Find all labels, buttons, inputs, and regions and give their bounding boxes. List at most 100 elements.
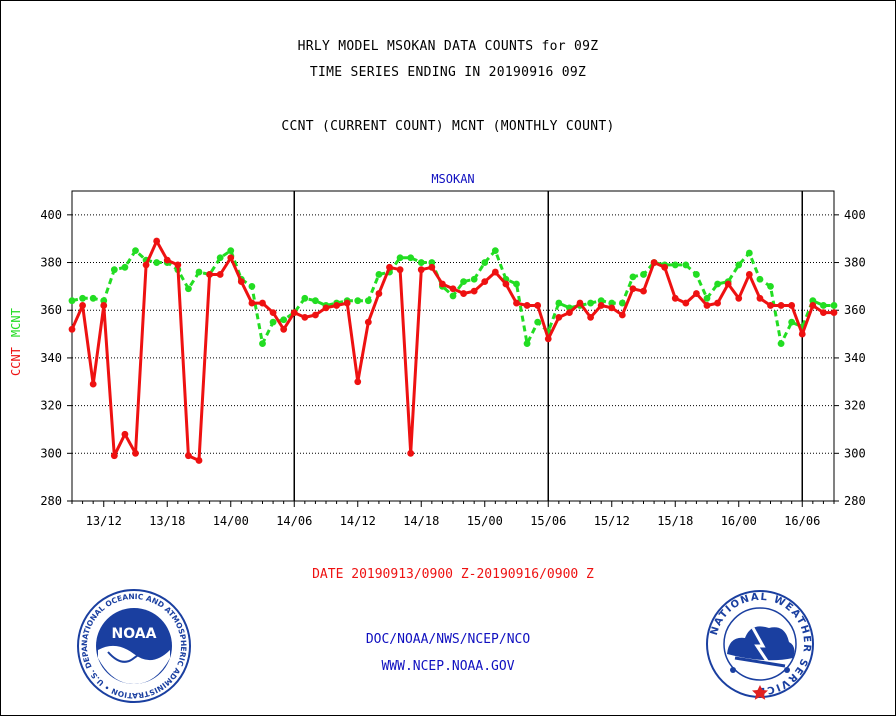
data-point-ccnt bbox=[132, 449, 139, 457]
data-point-ccnt bbox=[110, 452, 118, 460]
data-point-ccnt bbox=[491, 268, 499, 276]
y-axis-label: CCNT MCNT bbox=[9, 308, 23, 376]
data-point-ccnt bbox=[322, 304, 330, 312]
data-point-ccnt bbox=[439, 280, 446, 288]
data-point-mcnt bbox=[248, 282, 256, 290]
data-point-mcnt bbox=[132, 247, 139, 255]
noaa-wordmark: NOAA bbox=[112, 626, 157, 642]
data-point-mcnt bbox=[110, 266, 118, 274]
y-tick-label-left: 360 bbox=[40, 303, 62, 317]
x-tick-label: 15/00 bbox=[467, 514, 503, 528]
data-point-ccnt bbox=[417, 266, 425, 274]
data-point-ccnt bbox=[89, 380, 97, 388]
data-point-mcnt bbox=[830, 302, 838, 309]
data-point-mcnt bbox=[693, 271, 700, 278]
data-point-ccnt bbox=[756, 294, 764, 302]
data-point-mcnt bbox=[259, 340, 266, 348]
data-point-mcnt bbox=[312, 297, 319, 305]
data-point-mcnt bbox=[491, 247, 499, 255]
website-link[interactable]: WWW.NCEP.NOAA.GOV bbox=[381, 659, 515, 674]
data-point-ccnt bbox=[703, 302, 711, 309]
x-tick-label: 15/18 bbox=[657, 514, 693, 528]
x-tick-label: 14/12 bbox=[340, 514, 376, 528]
data-point-mcnt bbox=[735, 261, 743, 269]
data-point-mcnt bbox=[460, 278, 467, 286]
data-point-ccnt bbox=[693, 290, 700, 297]
data-point-ccnt bbox=[830, 309, 838, 317]
data-point-ccnt bbox=[618, 311, 626, 319]
data-point-mcnt bbox=[756, 275, 764, 283]
data-point-ccnt bbox=[735, 294, 743, 302]
data-point-ccnt bbox=[216, 271, 224, 278]
data-point-ccnt bbox=[640, 287, 647, 295]
data-point-ccnt bbox=[195, 457, 203, 464]
data-point-mcnt bbox=[417, 259, 425, 266]
data-point-ccnt bbox=[396, 266, 404, 274]
data-point-mcnt bbox=[788, 318, 796, 326]
x-tick-label: 13/12 bbox=[86, 514, 122, 528]
data-point-ccnt bbox=[470, 287, 478, 295]
data-point-mcnt bbox=[534, 318, 542, 326]
y-tick-label-left: 380 bbox=[40, 256, 62, 270]
agency-path-text: DOC/NOAA/NWS/NCEP/NCO bbox=[365, 632, 531, 647]
data-point-mcnt bbox=[428, 259, 436, 266]
series-ccnt bbox=[68, 237, 838, 464]
data-point-mcnt bbox=[682, 261, 690, 269]
data-point-mcnt bbox=[79, 294, 86, 302]
y-tick-label-right: 280 bbox=[844, 494, 866, 508]
data-point-mcnt bbox=[153, 259, 161, 266]
data-point-ccnt bbox=[290, 309, 298, 317]
data-point-ccnt bbox=[555, 313, 563, 321]
data-point-mcnt bbox=[671, 261, 679, 269]
data-point-ccnt bbox=[650, 259, 658, 266]
data-point-ccnt bbox=[343, 299, 351, 307]
x-tick-label: 16/00 bbox=[721, 514, 757, 528]
y-tick-label-right: 320 bbox=[844, 399, 866, 413]
data-point-ccnt bbox=[449, 285, 457, 293]
data-point-mcnt bbox=[809, 297, 817, 305]
x-tick-label: 16/06 bbox=[784, 514, 820, 528]
data-point-ccnt bbox=[544, 335, 552, 343]
data-point-ccnt bbox=[79, 302, 86, 309]
data-point-ccnt bbox=[809, 302, 817, 309]
data-point-ccnt bbox=[629, 285, 637, 293]
y-tick-label-left: 300 bbox=[40, 446, 62, 460]
data-point-mcnt bbox=[470, 275, 478, 283]
data-point-ccnt bbox=[100, 302, 108, 309]
data-point-mcnt bbox=[703, 294, 711, 302]
data-point-ccnt bbox=[428, 263, 436, 271]
data-point-mcnt bbox=[280, 316, 288, 324]
data-point-ccnt bbox=[163, 256, 171, 264]
data-point-ccnt bbox=[185, 452, 192, 460]
data-point-ccnt bbox=[597, 302, 605, 309]
data-point-mcnt bbox=[68, 297, 76, 305]
data-point-mcnt bbox=[354, 297, 362, 305]
data-point-mcnt bbox=[767, 282, 774, 290]
data-point-ccnt bbox=[312, 311, 319, 319]
data-point-mcnt bbox=[100, 297, 108, 305]
data-point-ccnt bbox=[121, 430, 129, 438]
data-point-ccnt bbox=[767, 302, 774, 309]
data-point-ccnt bbox=[407, 449, 415, 457]
data-point-mcnt bbox=[89, 294, 97, 302]
data-point-mcnt bbox=[185, 285, 192, 293]
data-point-ccnt bbox=[502, 280, 510, 288]
x-tick-label: 14/18 bbox=[403, 514, 439, 528]
y-tick-label-left: 280 bbox=[40, 494, 62, 508]
data-point-mcnt bbox=[364, 297, 372, 305]
data-point-mcnt bbox=[714, 280, 721, 288]
x-tick-label: 14/00 bbox=[213, 514, 249, 528]
data-point-ccnt bbox=[587, 313, 594, 321]
nws-logo: NATIONAL WEATHER SERVICE bbox=[706, 590, 814, 700]
data-point-mcnt bbox=[608, 299, 616, 307]
data-point-mcnt bbox=[301, 294, 309, 302]
data-point-mcnt bbox=[375, 271, 383, 278]
data-point-ccnt bbox=[142, 261, 150, 269]
data-point-mcnt bbox=[587, 299, 594, 307]
data-point-ccnt bbox=[174, 261, 182, 269]
data-point-ccnt bbox=[460, 290, 467, 297]
data-point-ccnt bbox=[68, 325, 76, 333]
data-point-ccnt bbox=[820, 309, 827, 317]
data-point-ccnt bbox=[206, 271, 213, 278]
noaa-logo: NATIONAL OCEANIC AND ATMOSPHERIC ADMINIS… bbox=[76, 588, 191, 703]
